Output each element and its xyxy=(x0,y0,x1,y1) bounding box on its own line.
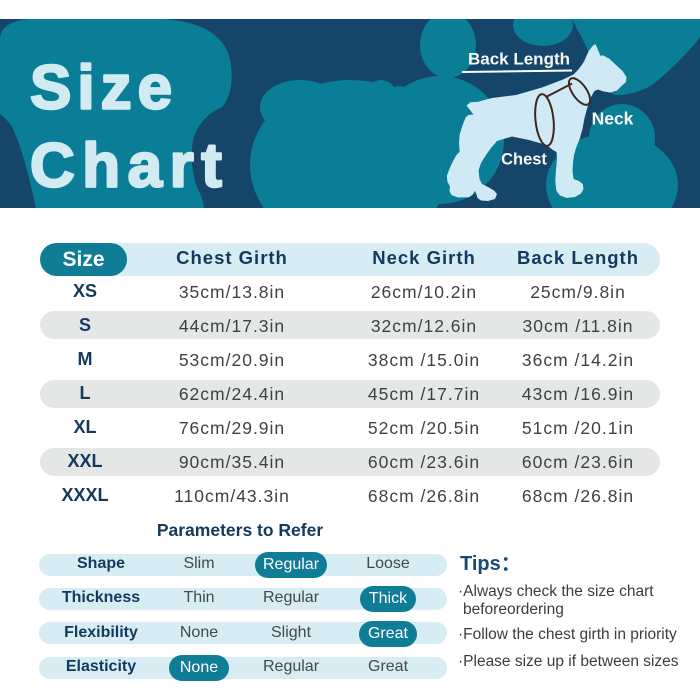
svg-text:Neck: Neck xyxy=(592,109,634,129)
svg-text:Size: Size xyxy=(30,54,178,123)
svg-text:Chest: Chest xyxy=(501,151,547,169)
svg-text:Chart: Chart xyxy=(30,132,229,201)
svg-text:Back Length: Back Length xyxy=(468,50,570,69)
